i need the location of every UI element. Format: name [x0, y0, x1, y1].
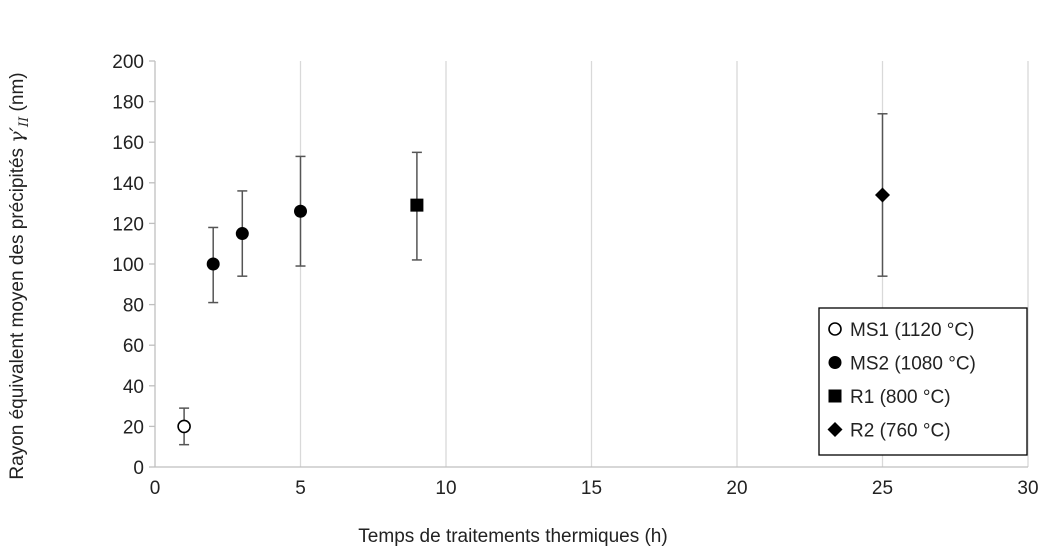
- data-points: [177, 187, 890, 434]
- legend-label-1: MS2 (1080 °C): [850, 354, 976, 375]
- y-tick-label-100: 100: [112, 255, 144, 276]
- y-tick-label-160: 160: [112, 133, 144, 154]
- legend-box: [818, 307, 1028, 456]
- y-tick-label-180: 180: [112, 93, 144, 114]
- tick-labels: 0 20 40 60 80 100 120 140 160 180 200 0 5 10 15 20 25 30: [112, 52, 1038, 499]
- x-tick-label-15: 15: [581, 478, 602, 499]
- data-point-s1-p2: [294, 204, 307, 218]
- x-tick-label-20: 20: [726, 478, 747, 499]
- y-axis-title: Rayon équivalent moyen des précipités γ′…: [6, 72, 32, 479]
- y-axis-title-symbol: γ′: [6, 126, 28, 142]
- legend-label-2: R1 (800 °C): [850, 387, 951, 408]
- y-tick-label-40: 40: [123, 377, 144, 398]
- y-tick-label-120: 120: [112, 214, 144, 235]
- x-tick-label-25: 25: [872, 478, 893, 499]
- y-tick-label-0: 0: [133, 458, 144, 479]
- x-tick-label-10: 10: [435, 478, 456, 499]
- data-point-s1-p0: [206, 257, 220, 271]
- legend-label-0: MS1 (1120 °C): [850, 320, 974, 341]
- y-axis-title-subscript: II: [17, 116, 32, 128]
- data-point-s1-p1: [235, 227, 249, 241]
- y-axis-title-suffix: (nm): [7, 72, 28, 116]
- legend-marker-1: [828, 356, 842, 369]
- legend: MS1 (1120 °C) MS2 (1080 °C) R1 (800 °C) R2 …: [818, 307, 1028, 456]
- y-tick-label-140: 140: [112, 174, 144, 195]
- data-point-s0-p0: [177, 419, 191, 434]
- legend-marker-2: [828, 389, 842, 403]
- axes: [149, 60, 1028, 468]
- x-axis-title: Temps de traitements thermiques (h): [358, 526, 667, 547]
- y-tick-label-200: 200: [112, 52, 144, 73]
- y-tick-label-60: 60: [123, 336, 144, 357]
- y-tick-label-20: 20: [123, 417, 144, 438]
- data-point-s3-p0: [875, 187, 890, 203]
- y-axis-title-prefix: Rayon équivalent moyen des précipités: [7, 143, 28, 480]
- error-bars: [179, 113, 888, 446]
- legend-marker-0: [828, 322, 842, 336]
- x-tick-label-5: 5: [295, 478, 306, 499]
- legend-marker-3: [827, 422, 843, 437]
- x-tick-label-30: 30: [1017, 478, 1038, 499]
- data-point-s2-p0: [410, 198, 424, 212]
- x-tick-label-0: 0: [150, 478, 161, 499]
- legend-label-3: R2 (760 °C): [850, 421, 951, 442]
- y-tick-label-80: 80: [123, 296, 144, 317]
